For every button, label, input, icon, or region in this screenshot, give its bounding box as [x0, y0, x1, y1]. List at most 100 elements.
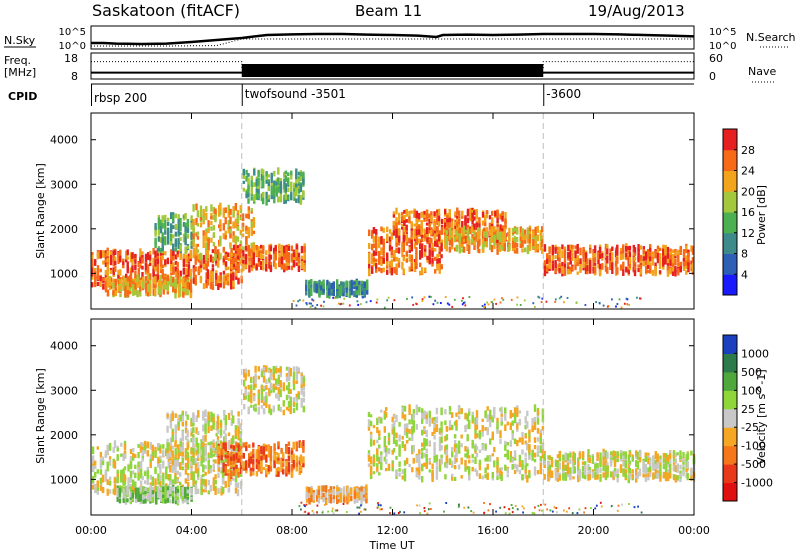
- scatter-cell-b10: [558, 262, 561, 267]
- scatter-cell-b4: [244, 246, 248, 251]
- ground-scatter-cell: [532, 302, 535, 305]
- scatter-cell-b4: [247, 393, 250, 402]
- scatter-cell-b0: [102, 260, 105, 265]
- scatter-cell-b9: [523, 240, 527, 244]
- scatter-cell-b3: [257, 464, 260, 472]
- scatter-cell-b3: [287, 455, 291, 462]
- scatter-cell-b0: [114, 257, 117, 266]
- scatter-cell-b10: [633, 252, 637, 256]
- scatter-cell-b10: [642, 249, 645, 253]
- scatter-cell-b0: [192, 451, 195, 459]
- ground-scatter-cell: [566, 297, 569, 299]
- scatter-cell-b4: [269, 267, 273, 271]
- scatter-cell-b3: [260, 455, 263, 461]
- scatter-cell-b0: [159, 252, 163, 256]
- scatter-cell-b3: [252, 472, 255, 476]
- scatter-cell-b8: [478, 223, 481, 231]
- scatter-cell-b10: [691, 264, 695, 268]
- scatter-cell-b10: [558, 249, 561, 257]
- scatter-cell-b10: [639, 269, 643, 275]
- scatter-cell-b1: [149, 487, 152, 491]
- scatter-cell-b0: [112, 255, 115, 262]
- scatter-cell-b4: [274, 251, 277, 257]
- scatter-cell-b7: [386, 226, 389, 233]
- scatter-cell-b2: [157, 214, 161, 218]
- scatter-cell-b10: [685, 255, 688, 261]
- freq-frame: [90, 52, 695, 80]
- scatter-cell-b0: [190, 473, 193, 480]
- scatter-cell-b0: [202, 254, 206, 261]
- scatter-cell-b2: [157, 236, 161, 242]
- scatter-cell-b0: [197, 462, 200, 469]
- scatter-cell-b6: [340, 285, 343, 293]
- ground-scatter-cell: [386, 299, 389, 302]
- scatter-cell-b0: [200, 459, 203, 467]
- scatter-cell-b10: [671, 260, 675, 268]
- scatter-cell-b3: [267, 444, 271, 450]
- scatter-cell-b10: [589, 265, 592, 272]
- scatter-cell-b9: [541, 239, 544, 246]
- scatter-cell-b1: [142, 489, 145, 493]
- scatter-cell-b2: [174, 223, 178, 230]
- scatter-cell-b8: [436, 213, 439, 219]
- scatter-cell-b0: [137, 443, 140, 448]
- scatter-cell-b0: [151, 456, 154, 461]
- scatter-cell-b10: [658, 257, 662, 265]
- scatter-cell-b0: [240, 268, 243, 273]
- scatter-cell-b8: [433, 211, 436, 217]
- scatter-cell-b1: [139, 486, 142, 493]
- scatter-cell-b3: [219, 219, 222, 226]
- scatter-cell-b1: [169, 486, 172, 495]
- scatter-cell-b1: [162, 491, 165, 497]
- cpid-segment-label-2: -3600: [546, 87, 581, 101]
- scatter-cell-b0: [139, 277, 142, 282]
- scatter-cell-b4: [287, 394, 291, 399]
- scatter-cell-b9: [466, 246, 469, 250]
- scatter-cell-b0: [154, 259, 157, 267]
- scatter-cell-b0: [108, 459, 112, 466]
- scatter-cell-b7: [386, 252, 389, 258]
- scatter-cell-b10: [685, 245, 688, 252]
- scatter-cell-b9: [528, 227, 532, 232]
- scatter-cell-b0: [122, 468, 125, 474]
- scatter-cell-b10: [628, 266, 632, 271]
- scatter-cell-b9: [532, 239, 535, 247]
- scatter-cell-b7: [408, 266, 411, 272]
- scatter-cell-b6: [315, 283, 318, 292]
- scatter-cell-b8: [451, 234, 454, 243]
- scatter-cell-b10: [679, 245, 682, 252]
- scatter-cell-b5: [247, 173, 250, 177]
- scatter-cell-b4: [254, 407, 257, 412]
- scatter-cell-b7: [380, 258, 383, 267]
- scatter-cell-b0: [174, 475, 177, 482]
- scatter-cell-b0: [127, 465, 130, 469]
- scatter-cell-b10: [658, 247, 662, 252]
- scatter-cell-b4: [303, 254, 306, 261]
- scatter-cell-b2: [227, 440, 231, 448]
- scatter-cell-b1: [164, 495, 167, 500]
- ground-scatter-cell: [461, 303, 464, 306]
- scatter-cell-b8: [395, 222, 398, 229]
- scatter-cell-b6: [355, 286, 358, 291]
- scatter-cell-b7: [390, 267, 393, 276]
- scatter-cell-b10: [669, 258, 672, 266]
- scatter-cell-b0: [154, 478, 157, 485]
- scatter-cell-b1: [129, 274, 132, 283]
- scatter-cell-b4: [232, 252, 236, 257]
- scatter-cell-b0: [108, 480, 112, 486]
- scatter-cell-b5: [290, 170, 293, 176]
- scatter-cell-b0: [106, 463, 109, 472]
- scatter-cell-b3: [282, 469, 285, 475]
- scatter-cell-b4: [250, 384, 253, 392]
- scatter-cell-b10: [671, 254, 675, 261]
- scatter-cell-b0: [94, 278, 97, 283]
- scatter-cell-b3: [202, 234, 205, 242]
- scatter-cell-b3: [247, 206, 250, 211]
- scatter-cell-b9: [526, 246, 530, 255]
- scatter-cell-b1: [164, 276, 167, 282]
- scatter-cell-b6: [318, 279, 321, 288]
- scatter-cell-b3: [229, 216, 232, 225]
- scatter-cell-b10: [687, 268, 690, 273]
- scatter-cell-b9: [455, 235, 459, 240]
- scatter-cell-b10: [589, 248, 592, 254]
